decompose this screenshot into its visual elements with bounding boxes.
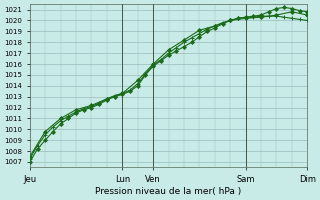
X-axis label: Pression niveau de la mer( hPa ): Pression niveau de la mer( hPa ) xyxy=(95,187,242,196)
